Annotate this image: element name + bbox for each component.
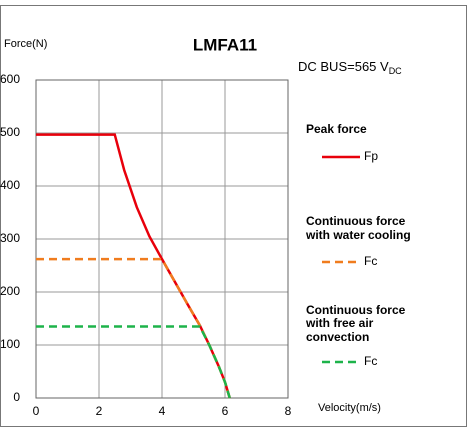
y-tick-label: 400 (0, 178, 20, 192)
x-axis-label: Velocity(m/s) (318, 402, 381, 414)
annotation-text: DC BUS=565 V (298, 59, 389, 74)
x-tick-label: 0 (33, 404, 40, 418)
y-tick-label: 300 (0, 231, 20, 245)
x-tick-label: 4 (159, 404, 166, 418)
legend-label: Fc (364, 254, 377, 268)
series-line (36, 325, 231, 399)
y-tick-label: 0 (13, 390, 20, 404)
legend-group-title: Continuous force (306, 303, 406, 317)
legend-group-title: convection (306, 330, 369, 344)
x-tick-label: 8 (285, 404, 292, 418)
legend-group-title: Peak force (306, 122, 367, 136)
legend-group-title: with free air (305, 316, 374, 330)
frame (0, 5, 467, 427)
legend-group-title: with water cooling (305, 228, 411, 242)
y-tick-label: 600 (0, 72, 20, 86)
legend-label: Fc (364, 354, 377, 368)
legend-group-title: Continuous force (306, 214, 406, 228)
x-tick-label: 6 (222, 404, 229, 418)
legend-label: Fp (364, 149, 378, 163)
annotation-subscript: DC (389, 66, 402, 76)
y-tick-label: 500 (0, 125, 20, 139)
y-tick-label: 200 (0, 284, 20, 298)
annotation: DC BUS=565 VDC (298, 59, 402, 76)
chart-title: LMFA11 (193, 35, 257, 54)
series-line (36, 133, 231, 399)
y-axis-label: Force(N) (4, 38, 47, 50)
y-tick-label: 100 (0, 337, 20, 351)
x-tick-label: 2 (96, 404, 103, 418)
plot-border (35, 79, 289, 399)
